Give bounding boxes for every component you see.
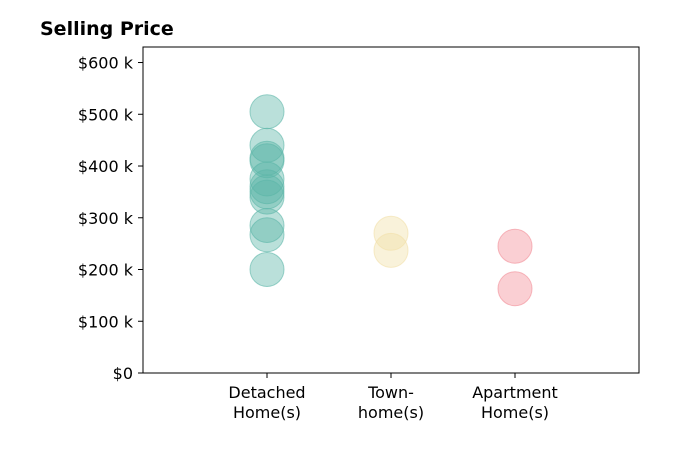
y-tick-label: $100 k bbox=[78, 312, 134, 331]
data-point bbox=[249, 94, 285, 130]
chart-title: Selling Price bbox=[40, 18, 174, 40]
y-tick-label: $0 bbox=[113, 364, 133, 383]
plot-frame bbox=[142, 46, 640, 374]
data-point bbox=[497, 271, 533, 307]
y-tick-label: $300 k bbox=[78, 209, 134, 228]
x-tick-label: Town-home(s) bbox=[358, 383, 424, 422]
data-point bbox=[497, 228, 533, 264]
data-points bbox=[249, 94, 533, 307]
x-axis: Detached Home(s) Town-home(s) Apartment Home… bbox=[228, 373, 558, 422]
y-axis: $0 $100 k $200 k $300 k $400 k $500 k $600 k bbox=[78, 54, 143, 383]
y-tick-label: $400 k bbox=[78, 157, 134, 176]
data-point bbox=[373, 232, 409, 268]
data-point bbox=[249, 208, 285, 243]
x-tick-label: Apartment Home(s) bbox=[472, 383, 558, 422]
data-point bbox=[249, 169, 285, 205]
data-point bbox=[249, 143, 285, 179]
data-point bbox=[249, 252, 285, 287]
y-tick-label: $500 k bbox=[78, 105, 134, 124]
y-tick-label: $600 k bbox=[78, 54, 134, 73]
data-point bbox=[249, 179, 285, 215]
data-point bbox=[249, 217, 285, 253]
data-point bbox=[249, 161, 285, 197]
x-tick-label: Detached Home(s) bbox=[228, 383, 305, 422]
y-tick-label: $200 k bbox=[78, 261, 134, 280]
